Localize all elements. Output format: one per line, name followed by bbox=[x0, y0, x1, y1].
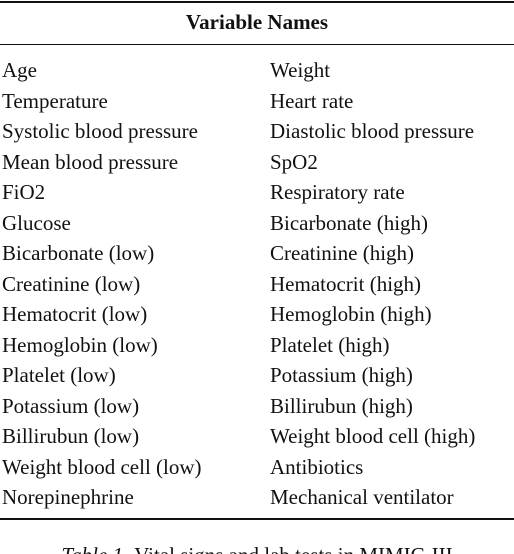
table-cell: Hemoglobin (high) bbox=[270, 302, 432, 326]
table-cell: Creatinine (high) bbox=[270, 241, 415, 265]
table-cell: Age bbox=[2, 58, 37, 82]
table-cell: Billirubun (high) bbox=[270, 393, 413, 418]
table-cell: Respiratory rate bbox=[270, 180, 405, 204]
table-cell: Billirubun (low) bbox=[2, 424, 140, 448]
table-cell: Norepinephrine bbox=[2, 485, 134, 509]
table-cell: Bicarbonate (high) bbox=[270, 210, 429, 235]
table-cell: Hematocrit (high) bbox=[270, 271, 422, 296]
table-cell: Potassium (high) bbox=[270, 363, 413, 387]
table-cell: Hemoglobin (low) bbox=[2, 332, 158, 357]
top-rule bbox=[0, 1, 514, 3]
table-cell: Glucose bbox=[2, 210, 71, 235]
table-cell: Weight blood cell (high) bbox=[270, 424, 476, 448]
table-cell: Weight blood cell (low) bbox=[2, 454, 202, 479]
table-cell: Mechanical ventilator bbox=[270, 485, 454, 509]
table-cell: SpO2 bbox=[270, 149, 318, 174]
table-cell: Platelet (low) bbox=[2, 363, 116, 387]
table-cell: Temperature bbox=[2, 88, 108, 113]
table-cell: Platelet (high) bbox=[270, 332, 390, 357]
table-cell: Antibiotics bbox=[270, 454, 364, 479]
table-cell: Creatinine (low) bbox=[2, 271, 141, 296]
bottom-rule bbox=[0, 518, 514, 520]
caption-text: Vital signs and lab tests in MIMIC-III bbox=[134, 543, 452, 554]
header-rule bbox=[0, 44, 514, 45]
table-cell: Diastolic blood pressure bbox=[270, 119, 475, 143]
table-cell: Hematocrit (low) bbox=[2, 302, 148, 326]
table-cell: Weight bbox=[270, 58, 331, 82]
table-cell: Mean blood pressure bbox=[2, 149, 179, 174]
table-cell: Potassium (low) bbox=[2, 393, 140, 418]
table-cell: Heart rate bbox=[270, 88, 354, 113]
caption-label: Table 1. bbox=[61, 543, 128, 554]
caption: Table 1. Vital signs and lab tests in MIM… bbox=[0, 543, 514, 554]
table-cell: Bicarbonate (low) bbox=[2, 241, 155, 265]
table-header: Variable Names bbox=[185, 10, 329, 34]
table-cell: FiO2 bbox=[2, 180, 46, 204]
table-cell: Systolic blood pressure bbox=[2, 119, 198, 143]
